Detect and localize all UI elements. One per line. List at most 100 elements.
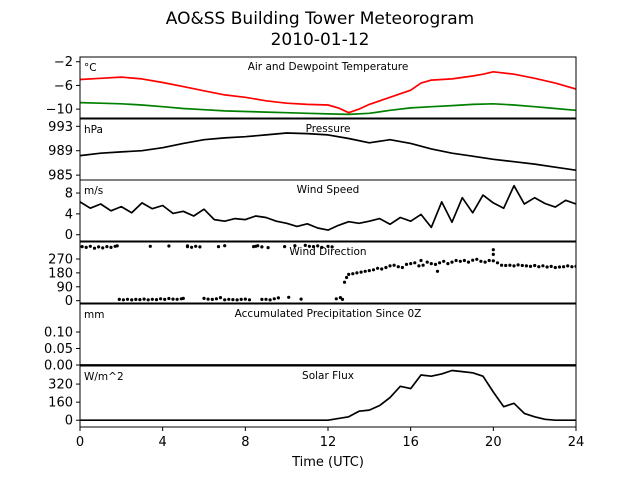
data-point xyxy=(442,259,446,263)
data-point xyxy=(167,244,171,248)
data-point xyxy=(351,272,355,276)
y-tick-label: 985 xyxy=(48,169,73,184)
panel-unit: hPa xyxy=(84,124,103,136)
panel-unit: m/s xyxy=(84,185,103,197)
panel-accumulated-precipitation-since-0z: 0.100.05 0.00 mm Accumulated Precipitation … xyxy=(44,303,577,374)
data-point xyxy=(214,297,218,301)
series-line xyxy=(80,184,576,231)
data-point xyxy=(247,298,252,302)
data-point xyxy=(508,263,512,267)
data-point xyxy=(276,296,280,300)
data-point xyxy=(260,245,264,249)
data-point xyxy=(396,265,400,269)
data-point xyxy=(198,245,202,249)
y-tick-label: 993 xyxy=(48,120,73,135)
x-tick-label: 0 xyxy=(76,435,84,450)
data-point xyxy=(268,298,272,302)
data-point xyxy=(121,298,125,302)
data-point xyxy=(154,298,159,302)
y-tick-label: 0 xyxy=(65,228,73,243)
data-point xyxy=(429,262,433,266)
data-point xyxy=(243,297,247,301)
data-point xyxy=(223,244,227,248)
data-point xyxy=(194,244,198,248)
series-air-and-dewpoint-temperature-0 xyxy=(80,70,576,114)
y-tick-label: 0 xyxy=(65,414,73,429)
data-point xyxy=(438,261,442,265)
data-point xyxy=(533,263,537,268)
data-point xyxy=(134,297,138,301)
x-tick-label: 20 xyxy=(485,435,502,450)
x-tick-label: 16 xyxy=(402,435,419,450)
y-tick-label: 0.10 xyxy=(44,326,73,341)
series-line xyxy=(80,101,576,116)
series-wind-direction-0 xyxy=(80,243,576,302)
series-line xyxy=(80,369,576,422)
data-point xyxy=(117,297,121,301)
panel-air-and-dewpoint-temperature: −2 −6 −10 °C Air and Dewpoint Temperature xyxy=(46,55,577,119)
data-point xyxy=(345,275,349,280)
data-point xyxy=(545,265,549,269)
data-point xyxy=(299,297,303,301)
data-point xyxy=(227,297,231,301)
data-point xyxy=(562,265,566,269)
data-point xyxy=(454,258,458,263)
data-point xyxy=(479,259,483,263)
data-point xyxy=(223,298,227,302)
data-point xyxy=(307,244,311,248)
chart-panels: −2 −6 −10 °C Air and Dewpoint Temperature 993… xyxy=(44,55,577,429)
data-point xyxy=(541,264,545,268)
data-point xyxy=(557,265,562,269)
data-point xyxy=(80,245,84,249)
data-point xyxy=(218,296,223,300)
data-point xyxy=(512,264,516,268)
panel-frame xyxy=(79,56,577,119)
data-point xyxy=(316,244,320,248)
data-point xyxy=(570,265,574,269)
y-tick-label: 0 xyxy=(65,294,73,309)
data-point xyxy=(175,297,179,301)
data-point xyxy=(105,245,109,249)
y-tick-label: 320 xyxy=(48,378,73,393)
x-tick-label: 12 xyxy=(320,435,337,450)
data-point xyxy=(235,298,239,302)
data-point xyxy=(287,295,291,299)
data-point xyxy=(388,264,392,268)
data-point xyxy=(303,243,307,247)
data-point xyxy=(421,263,425,267)
y-tick-label: 90 xyxy=(56,280,73,295)
data-point xyxy=(320,245,324,249)
data-point xyxy=(491,252,495,256)
data-point xyxy=(487,258,491,263)
data-point xyxy=(115,244,119,248)
data-point xyxy=(254,244,258,248)
y-tick-label: 180 xyxy=(48,266,73,281)
data-point xyxy=(130,298,134,302)
panel-unit: W/m^2 xyxy=(84,371,124,383)
series-air-and-dewpoint-temperature-1 xyxy=(80,101,576,116)
data-point xyxy=(483,260,487,264)
data-point xyxy=(500,263,504,267)
data-point xyxy=(462,258,466,263)
data-point xyxy=(435,269,440,273)
data-point xyxy=(171,297,175,301)
data-point xyxy=(142,297,146,301)
panel-solar-flux: 320 160 0 W/m^2 Solar Flux xyxy=(48,365,577,429)
panel-unit: mm xyxy=(84,309,104,321)
panel-title: Wind Speed xyxy=(297,184,360,196)
series-line xyxy=(80,70,576,114)
panel-unit: °C xyxy=(84,62,97,74)
data-point xyxy=(553,265,557,270)
data-point xyxy=(537,265,541,269)
data-point xyxy=(367,269,371,273)
data-point xyxy=(283,245,287,249)
x-tick-label: 8 xyxy=(241,435,249,450)
panel-wind-speed: 8 4 0 m/s Wind Speed xyxy=(65,179,577,243)
data-point xyxy=(425,260,429,264)
data-point xyxy=(330,245,334,249)
y-tick-label: −10 xyxy=(46,103,73,118)
data-point xyxy=(475,257,479,261)
data-point xyxy=(384,265,388,270)
x-axis-label: Time (UTC) xyxy=(291,455,364,470)
